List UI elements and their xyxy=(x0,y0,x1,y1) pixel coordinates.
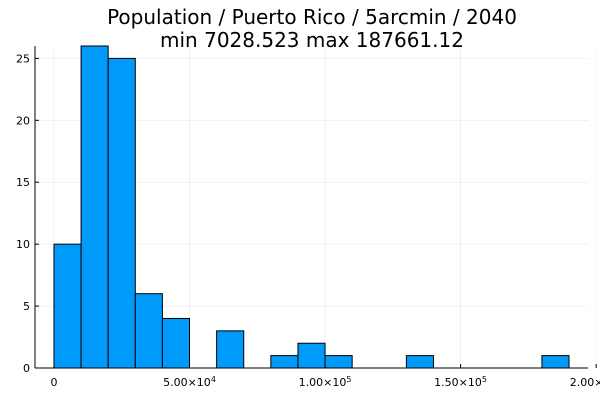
x-tick-label: 2.00×105 xyxy=(570,375,600,389)
x-tick-label: 0 xyxy=(50,376,57,389)
y-tick-label: 20 xyxy=(16,114,30,127)
y-tick-label: 15 xyxy=(16,176,30,189)
chart-subtitle: min 7028.523 max 187661.12 xyxy=(160,28,464,52)
y-tick-label: 10 xyxy=(16,238,30,251)
histogram-bar xyxy=(541,355,570,369)
histogram-bar xyxy=(53,243,82,369)
histogram-bar xyxy=(216,330,245,369)
tick-labels: 0 5 10 15 20 25 0 5.00×104 1.00×105 1.50×105 2.00×… xyxy=(16,52,600,389)
chart-title: Population / Puerto Rico / 5arcmin / 204… xyxy=(107,5,517,29)
axes xyxy=(34,46,597,369)
histogram-bar xyxy=(270,355,299,369)
histogram-bar xyxy=(80,45,109,369)
x-tick-label: 1.50×105 xyxy=(434,375,487,389)
y-tick-label: 25 xyxy=(16,52,30,65)
x-tick-label: 1.00×105 xyxy=(299,375,352,389)
histogram-bar xyxy=(324,355,353,369)
histogram-bar xyxy=(161,317,191,369)
y-tick-label: 5 xyxy=(23,300,30,313)
histogram-bar xyxy=(134,293,163,369)
bars xyxy=(53,45,570,369)
histogram-bar xyxy=(405,355,434,369)
histogram-bar xyxy=(107,57,136,369)
x-tick-label: 5.00×104 xyxy=(163,375,216,389)
histogram-bar xyxy=(297,342,326,369)
y-tick-label: 0 xyxy=(23,362,30,375)
